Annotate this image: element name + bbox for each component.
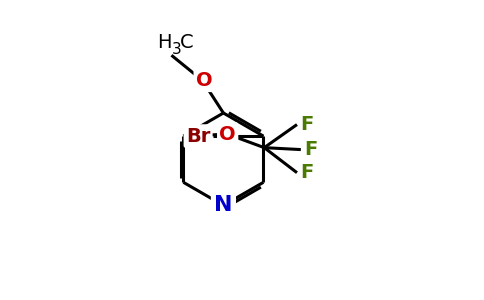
- Text: O: O: [219, 125, 236, 144]
- Text: O: O: [196, 71, 212, 90]
- Text: N: N: [214, 195, 233, 215]
- Text: F: F: [300, 163, 313, 182]
- Text: F: F: [300, 115, 313, 134]
- Text: H: H: [157, 33, 171, 52]
- Text: Br: Br: [186, 127, 210, 146]
- Text: C: C: [180, 33, 194, 52]
- Text: F: F: [304, 140, 317, 159]
- Text: 3: 3: [172, 42, 182, 57]
